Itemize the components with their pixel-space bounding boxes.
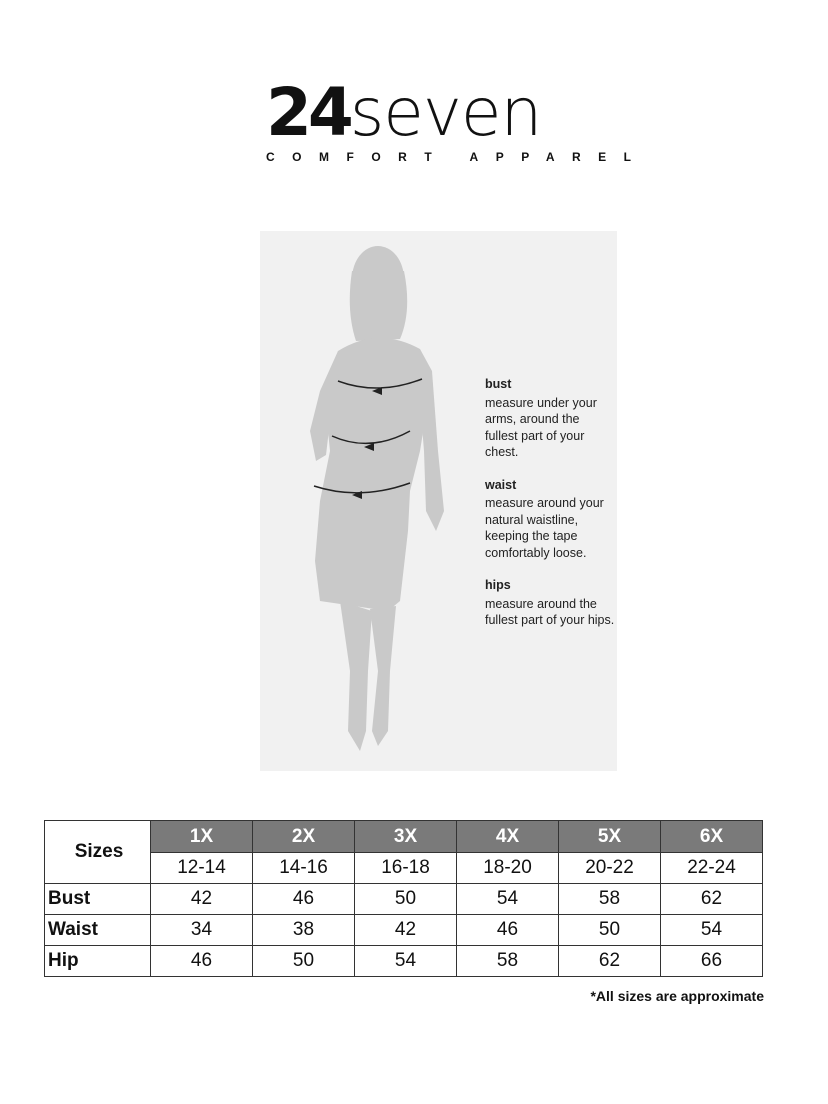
row-label: Bust [44, 883, 151, 915]
logo-word: seven [349, 74, 542, 151]
table-row: Hip 46 50 54 58 62 66 [44, 945, 763, 977]
table-cell: 54 [660, 914, 763, 946]
size-range: 20-22 [558, 852, 661, 884]
table-row: Bust 42 46 50 54 58 62 [44, 883, 763, 915]
table-cell: 58 [558, 883, 661, 915]
size-range: 12-14 [150, 852, 253, 884]
row-label: Hip [44, 945, 151, 977]
table-row: Waist 34 38 42 46 50 54 [44, 914, 763, 946]
woman-silhouette-illustration [310, 246, 444, 751]
size-chart-table: Sizes 1X 2X 3X 4X 5X 6X 12-14 14-16 16-1… [44, 820, 763, 977]
table-cell: 42 [150, 883, 253, 915]
table-cell: 62 [660, 883, 763, 915]
guide-title-bust: bust [485, 377, 512, 391]
sizes-header: Sizes [44, 820, 151, 884]
table-range-row: 12-14 14-16 16-18 18-20 20-22 22-24 [45, 852, 763, 884]
size-header: 2X [252, 820, 355, 853]
approximate-sizes-note: *All sizes are approximate [590, 988, 764, 1004]
guide-text-hips: measure around the fullest part of your … [485, 596, 615, 628]
guide-title-waist: waist [485, 477, 517, 492]
row-label: Waist [44, 914, 151, 946]
table-cell: 50 [354, 883, 457, 915]
table-cell: 62 [558, 945, 661, 977]
size-header: 5X [558, 820, 661, 853]
table-cell: 38 [252, 914, 355, 946]
measurement-guide-panel: bust measure under your arms, around the… [260, 231, 617, 771]
size-range: 18-20 [456, 852, 559, 884]
table-cell: 54 [456, 883, 559, 915]
table-cell: 54 [354, 945, 457, 977]
table-cell: 50 [252, 945, 355, 977]
guide-text-bust: measure under your arms, around the full… [485, 395, 597, 460]
table-cell: 34 [150, 914, 253, 946]
table-cell: 46 [456, 914, 559, 946]
size-header: 6X [660, 820, 763, 853]
guide-text-waist: measure around your natural waistline, k… [485, 496, 604, 560]
size-header: 1X [150, 820, 253, 853]
guide-title-hips: hips [485, 578, 511, 592]
size-range: 16-18 [354, 852, 457, 884]
table-cell: 58 [456, 945, 559, 977]
logo-tagline: COMFORT APPAREL [266, 150, 649, 164]
logo-number: 24 [266, 74, 354, 151]
size-range: 22-24 [660, 852, 763, 884]
size-range: 14-16 [252, 852, 355, 884]
size-header: 4X [456, 820, 559, 853]
size-header: 3X [354, 820, 457, 853]
table-cell: 46 [150, 945, 253, 977]
brand-logo: 24seven COMFORT APPAREL [266, 78, 649, 165]
measurement-instructions: bust measure under your arms, around the… [485, 376, 615, 645]
table-cell: 42 [354, 914, 457, 946]
table-cell: 46 [252, 883, 355, 915]
table-cell: 50 [558, 914, 661, 946]
table-header-row: Sizes 1X 2X 3X 4X 5X 6X [44, 820, 763, 884]
table-cell: 66 [660, 945, 763, 977]
